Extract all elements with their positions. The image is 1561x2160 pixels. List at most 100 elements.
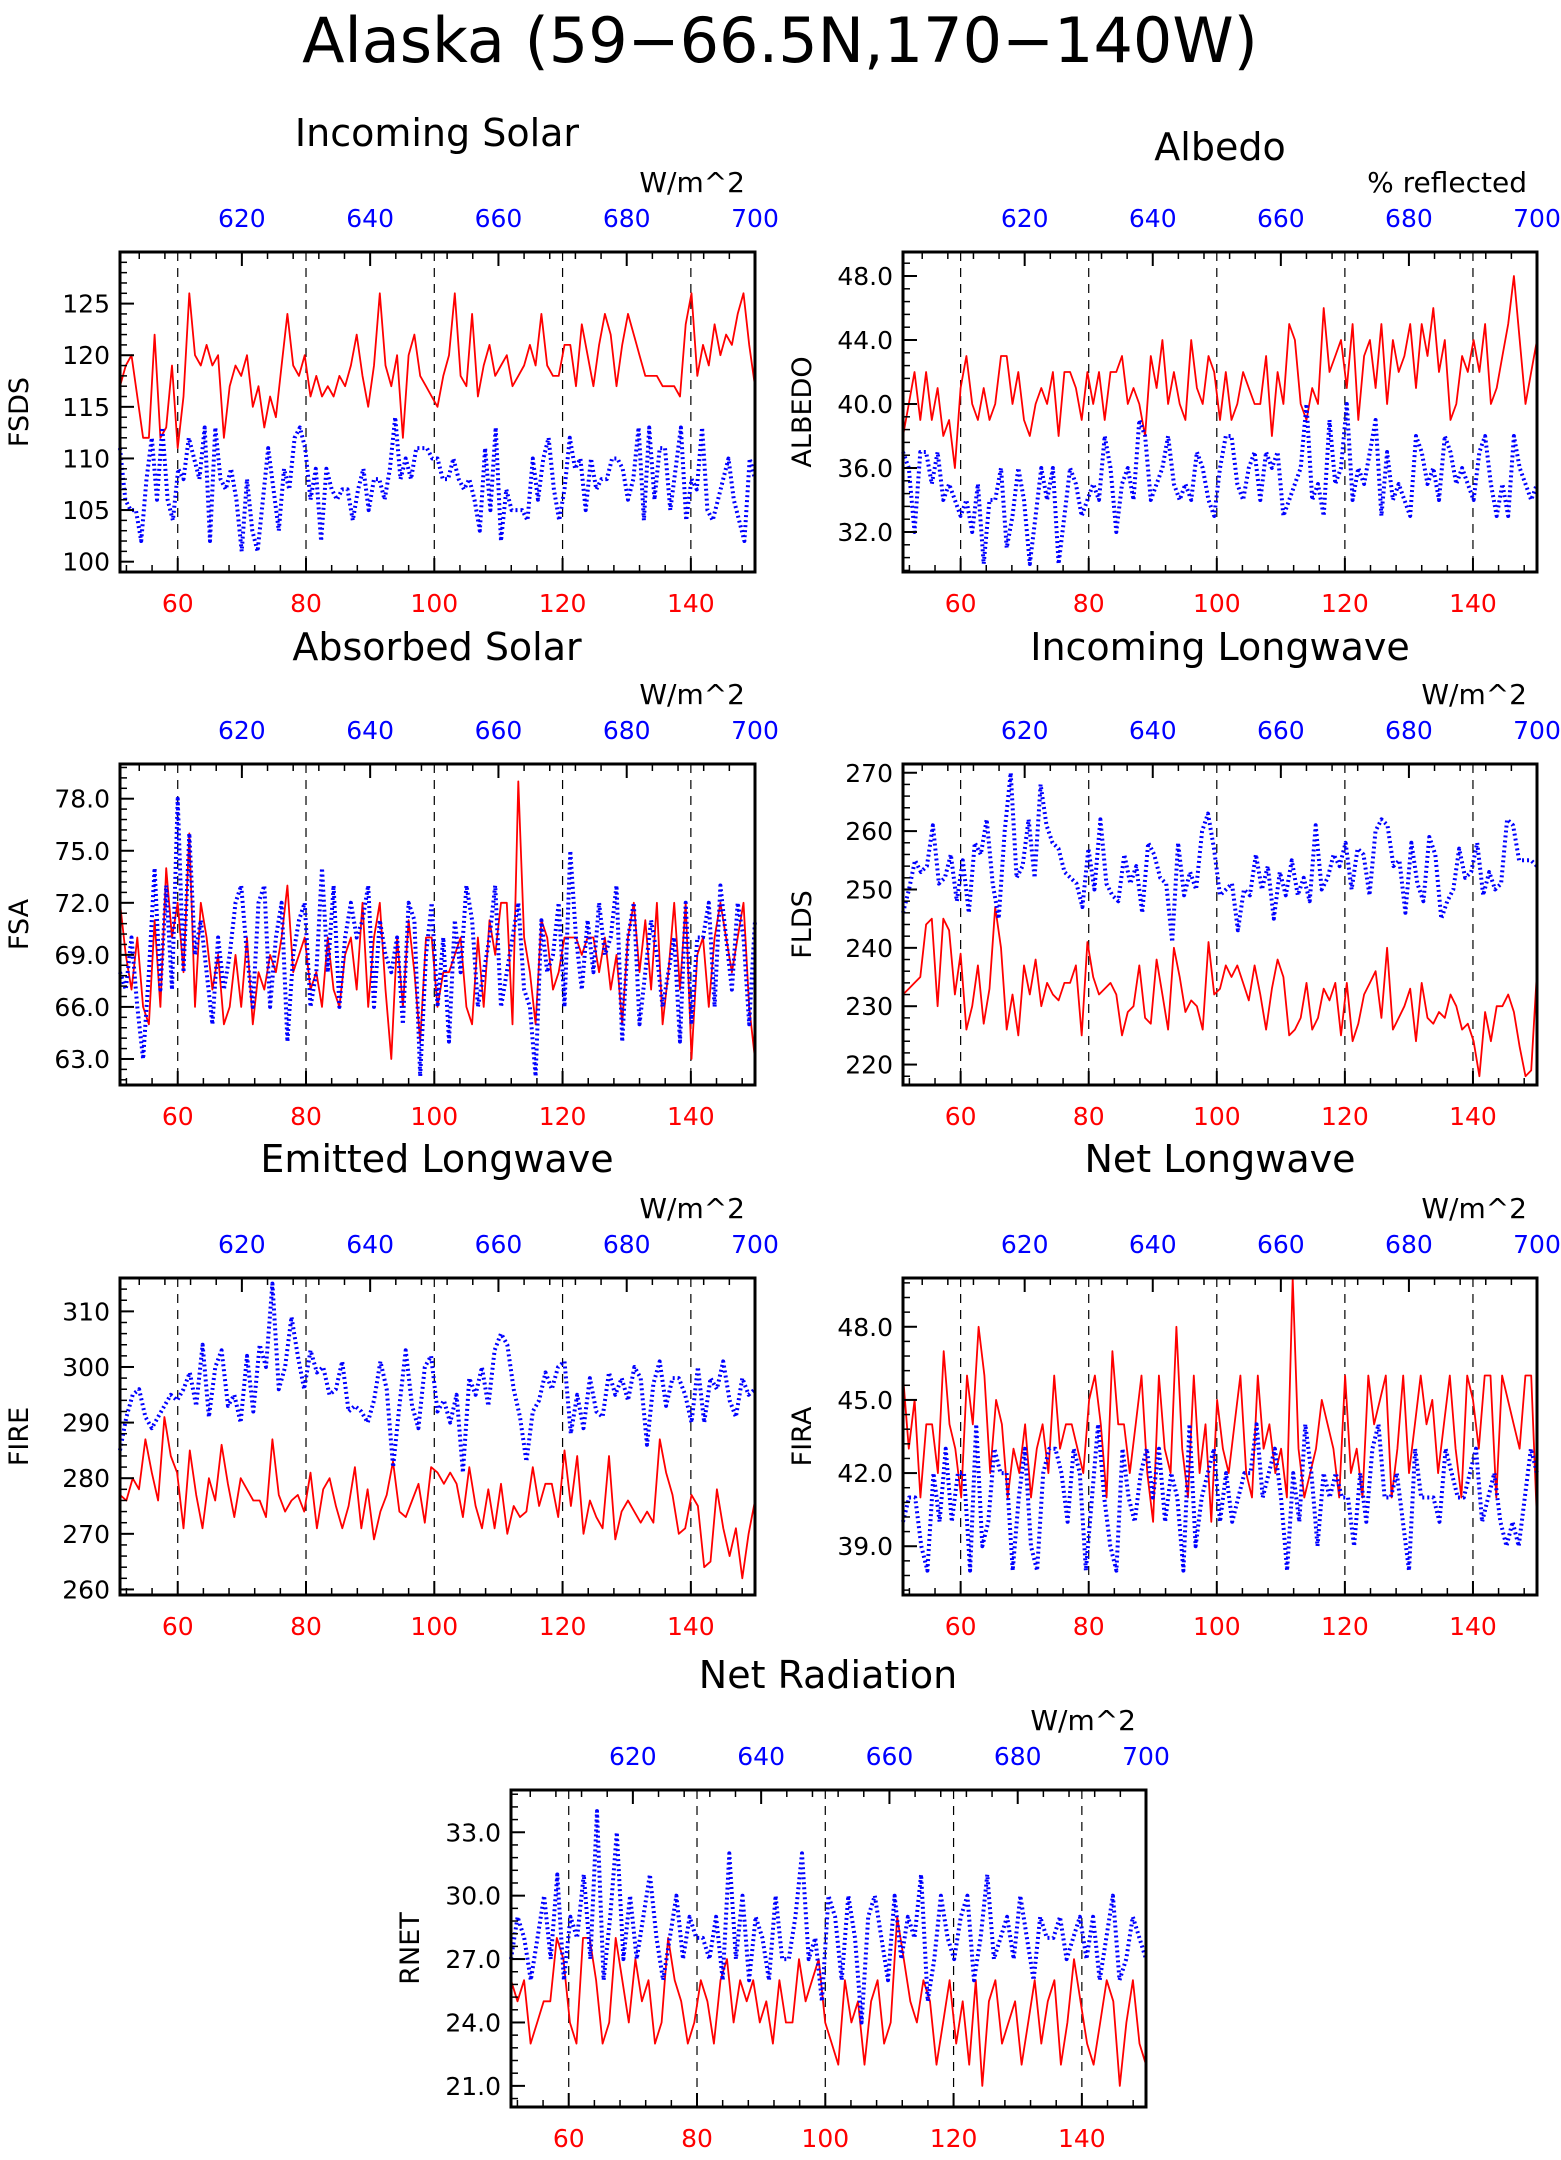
series-line-blue xyxy=(901,402,1539,566)
units-label: % reflected xyxy=(1367,166,1527,199)
series-line-blue xyxy=(118,415,757,554)
units-label: W/m^2 xyxy=(1421,678,1527,711)
x-top-tick-label: 620 xyxy=(1001,1230,1049,1259)
series-line-blue xyxy=(901,770,1539,944)
y-tick-label: 120 xyxy=(62,341,110,370)
y-tick-label: 105 xyxy=(62,496,110,525)
y-tick-label: 24.0 xyxy=(445,2008,501,2037)
y-tick-label: 240 xyxy=(845,934,893,963)
x-bottom-tick-label: 60 xyxy=(945,1102,977,1131)
panel-title: Incoming Solar xyxy=(295,111,580,155)
units-label: W/m^2 xyxy=(1030,1704,1136,1737)
plot-frame xyxy=(118,762,757,1087)
y-tick-label: 63.0 xyxy=(54,1045,110,1074)
panel-title: Incoming Longwave xyxy=(1030,625,1409,669)
x-bottom-tick-label: 120 xyxy=(930,2124,978,2153)
x-top-tick-label: 700 xyxy=(731,204,779,233)
x-bottom-tick-label: 100 xyxy=(801,2124,849,2153)
x-bottom-tick-label: 100 xyxy=(410,1612,458,1641)
x-bottom-tick-label: 100 xyxy=(1193,1102,1241,1131)
series-line-red xyxy=(119,1416,756,1580)
y-tick-label: 72.0 xyxy=(54,889,110,918)
x-top-tick-label: 640 xyxy=(346,204,394,233)
chart-panel-1: Incoming Solar W/m^2 100 105 110 115 120 125 60 8… xyxy=(4,111,779,618)
x-top-tick-label: 660 xyxy=(475,204,523,233)
x-bottom-tick-label: 80 xyxy=(290,589,322,618)
plot-frame xyxy=(118,250,757,574)
y-tick-label: 110 xyxy=(62,444,110,473)
y-tick-label: 30.0 xyxy=(445,1882,501,1911)
y-axis-label: FSDS xyxy=(4,377,35,447)
panel-title: Albedo xyxy=(1154,125,1285,169)
x-top-tick-label: 700 xyxy=(1122,1742,1170,1771)
x-bottom-tick-label: 120 xyxy=(539,1612,587,1641)
x-top-tick-label: 660 xyxy=(1257,1230,1305,1259)
x-top-tick-label: 640 xyxy=(346,1230,394,1259)
y-tick-label: 66.0 xyxy=(54,993,110,1022)
panel-title: Net Longwave xyxy=(1085,1137,1356,1181)
chart-panel-3: Absorbed Solar W/m^2 63.0 66.0 69.0 72.0 75.0 7… xyxy=(4,625,779,1131)
y-tick-label: 27.0 xyxy=(445,1945,501,1974)
y-tick-label: 44.0 xyxy=(837,326,893,355)
chart-panel-5: Emitted Longwave W/m^2 260 270 280 290 300 310 6… xyxy=(4,1137,779,1641)
y-axis-label: FIRA xyxy=(787,1406,818,1466)
series-line-red xyxy=(119,292,756,450)
x-bottom-tick-label: 80 xyxy=(290,1102,322,1131)
x-top-tick-label: 620 xyxy=(1001,716,1049,745)
x-bottom-tick-label: 120 xyxy=(539,589,587,618)
y-tick-label: 33.0 xyxy=(445,1818,501,1847)
panel-title: Absorbed Solar xyxy=(292,625,582,669)
y-axis-label: FLDS xyxy=(787,890,818,959)
x-top-tick-label: 700 xyxy=(1513,716,1561,745)
x-top-tick-label: 620 xyxy=(218,204,266,233)
x-top-tick-label: 640 xyxy=(1129,1230,1177,1259)
y-tick-label: 220 xyxy=(845,1051,893,1080)
y-tick-label: 260 xyxy=(62,1575,110,1604)
y-tick-label: 42.0 xyxy=(837,1459,893,1488)
x-bottom-tick-label: 60 xyxy=(162,1102,194,1131)
x-top-tick-label: 640 xyxy=(346,716,394,745)
x-bottom-tick-label: 80 xyxy=(290,1612,322,1641)
x-top-tick-label: 640 xyxy=(1129,204,1177,233)
x-top-tick-label: 620 xyxy=(218,716,266,745)
x-top-tick-label: 620 xyxy=(1001,204,1049,233)
chart-panel-6: Net Longwave W/m^2 39.0 42.0 45.0 48.0 60 80 100… xyxy=(787,1137,1561,1641)
plot-frame xyxy=(509,1788,1148,2109)
x-bottom-tick-label: 140 xyxy=(667,1102,715,1131)
y-axis-label: RNET xyxy=(395,1912,426,1985)
series-line-blue xyxy=(118,796,757,1079)
x-top-tick-label: 660 xyxy=(1257,716,1305,745)
x-bottom-tick-label: 80 xyxy=(681,2124,713,2153)
x-bottom-tick-label: 140 xyxy=(667,589,715,618)
x-bottom-tick-label: 100 xyxy=(1193,1612,1241,1641)
x-top-tick-label: 660 xyxy=(1257,204,1305,233)
x-bottom-tick-label: 60 xyxy=(553,2124,585,2153)
x-top-tick-label: 660 xyxy=(866,1742,914,1771)
x-top-tick-label: 660 xyxy=(475,716,523,745)
y-tick-label: 40.0 xyxy=(837,390,893,419)
x-bottom-tick-label: 80 xyxy=(1073,1102,1105,1131)
x-bottom-tick-label: 100 xyxy=(410,1102,458,1131)
x-top-tick-label: 640 xyxy=(1129,716,1177,745)
y-tick-label: 100 xyxy=(62,548,110,577)
y-axis-label: FIRE xyxy=(4,1407,35,1466)
x-bottom-tick-label: 140 xyxy=(1058,2124,1106,2153)
y-tick-label: 310 xyxy=(62,1297,110,1326)
panel-title: Net Radiation xyxy=(699,1653,957,1697)
y-tick-label: 39.0 xyxy=(837,1532,893,1561)
y-tick-label: 48.0 xyxy=(837,1313,893,1342)
x-bottom-tick-label: 120 xyxy=(539,1102,587,1131)
y-tick-label: 69.0 xyxy=(54,941,110,970)
y-tick-label: 48.0 xyxy=(837,262,893,291)
x-bottom-tick-label: 120 xyxy=(1321,1102,1369,1131)
panels-group: Incoming Solar W/m^2 100 105 110 115 120 125 60 8… xyxy=(4,111,1561,2153)
units-label: W/m^2 xyxy=(1421,1192,1527,1225)
units-label: W/m^2 xyxy=(639,166,745,199)
chart-panel-2: Albedo % reflected 32.0 36.0 40.0 44.0 48.0 60 8… xyxy=(787,125,1561,618)
y-tick-label: 75.0 xyxy=(54,837,110,866)
y-tick-label: 36.0 xyxy=(837,454,893,483)
chart-panel-7: Net Radiation W/m^2 21.0 24.0 27.0 30.0 33.0 60… xyxy=(395,1653,1170,2153)
y-tick-label: 250 xyxy=(845,875,893,904)
x-bottom-tick-label: 140 xyxy=(1449,1102,1497,1131)
